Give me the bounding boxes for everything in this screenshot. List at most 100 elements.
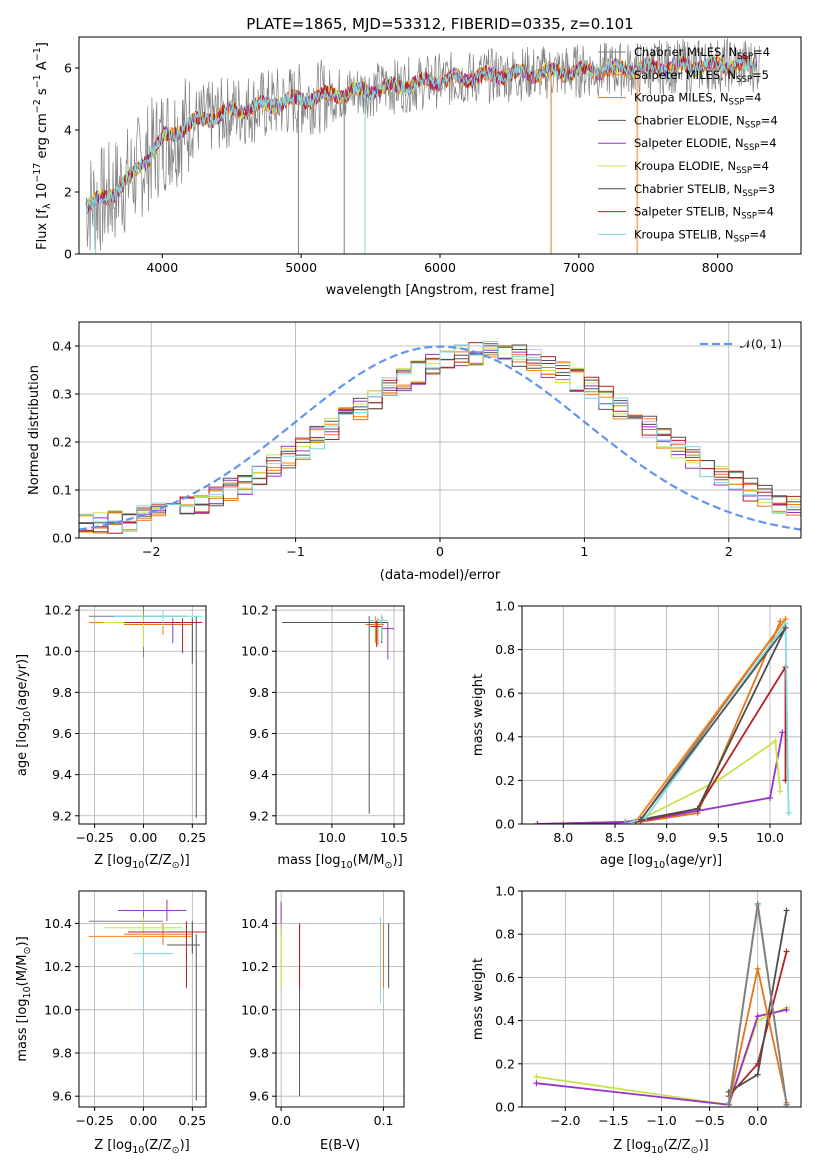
x-tick-label: 0.00 <box>130 830 158 845</box>
label-part: ⊙ <box>385 860 393 871</box>
plot-frame <box>521 605 802 825</box>
x-axis-label: mass [log10(M/M⊙)] <box>277 853 402 871</box>
label-part: )] <box>180 853 190 868</box>
x-tick-label: 0.00 <box>130 1113 158 1128</box>
y-axis-label: Normed distribution <box>27 365 42 495</box>
x-tick-label: 2 <box>725 544 733 559</box>
mass-weight-marker <box>694 805 701 812</box>
legend-entry: Chabrier ELODIE, NSSP=4 <box>634 113 778 130</box>
label-part: log <box>112 1138 132 1153</box>
panels: 4000 5000 6000 7000 8000 0 2 4 6 wavelength [Angs… <box>15 36 802 1156</box>
x-axis-label: E(B-V) <box>320 1138 360 1153</box>
normal-reference-curve <box>79 345 801 531</box>
y-tick-label: 10.0 <box>44 1002 72 1017</box>
legend-value: =4 <box>757 205 774 219</box>
y-tick-label: 0.0 <box>495 1100 515 1115</box>
legend-text: Kroupa MILES, N <box>634 91 729 105</box>
label-part: (Z/Z <box>144 1138 171 1153</box>
x-tick-label: −2.0 <box>550 1113 580 1128</box>
plot-frame <box>78 890 207 1108</box>
y-tick-label: 9.6 <box>249 1089 269 1104</box>
plot-frame <box>275 605 405 825</box>
plot-frame <box>275 890 405 1108</box>
x-tick-label: 9.5 <box>708 830 728 845</box>
label-part: Z [ <box>94 853 112 868</box>
label-part: log <box>321 853 341 868</box>
y-tick-label: 9.4 <box>249 767 269 782</box>
x-tick-label: 10.5 <box>380 830 408 845</box>
mass-weight-marker <box>715 777 722 784</box>
label-part: Flux [f <box>35 209 50 250</box>
mass-weight-marker <box>777 788 784 795</box>
label-part: (data-model)/error <box>380 568 501 583</box>
x-tick-label: 0.25 <box>178 830 206 845</box>
y-tick-label: 0.4 <box>495 729 515 744</box>
mass-weight-line <box>563 620 782 824</box>
legend-sub: SSP <box>729 98 745 108</box>
label-part: 10 <box>22 711 33 723</box>
legend-text: Kroupa ELODIE, N <box>634 159 736 173</box>
legend-entry: Salpeter ELODIE, NSSP=4 <box>634 136 777 153</box>
label-part: (age/yr)] <box>665 853 722 868</box>
mass-weight-marker <box>783 948 790 955</box>
panel-mass-vs-ebv: 0.0 0.1 9.6 9.8 10.0 10.2 10.4 E(B-V) <box>241 890 405 1153</box>
mass-weight-marker <box>754 1071 761 1078</box>
mass-weight-marker <box>783 1006 790 1013</box>
y-tick-label: 10.4 <box>241 916 269 931</box>
panel-mass-vs-Z: −0.25 0.00 0.259.69.810.010.210.4Z [log10(… <box>15 890 207 1156</box>
mass-weight-marker <box>637 816 644 823</box>
label-part: Normed distribution <box>27 365 42 495</box>
legend-text: Salpeter ELODIE, N <box>634 136 744 150</box>
legend-value: =3 <box>758 182 775 196</box>
x-tick-label: 0.25 <box>178 1113 206 1128</box>
label-part: E(B-V) <box>320 1138 360 1153</box>
x-axis-label: (data-model)/error <box>380 568 501 583</box>
plot-area <box>533 900 790 1107</box>
x-tick-label: −0.25 <box>75 1113 113 1128</box>
x-axis-label: wavelength [Angstrom, rest frame] <box>326 283 555 298</box>
label-part: A <box>35 61 50 74</box>
y-tick-label: 10.0 <box>44 644 72 659</box>
histogram-step-line <box>79 341 801 532</box>
legend-sub: SSP <box>736 75 752 85</box>
label-part: erg cm <box>35 113 50 162</box>
label-part: 10 <box>651 1145 663 1156</box>
legend-text: Chabrier STELIB, N <box>634 182 742 196</box>
x-tick-label: 8.5 <box>605 830 625 845</box>
label-part: s <box>35 88 50 99</box>
legend-text: Salpeter STELIB, N <box>634 205 741 219</box>
y-axis-label: mass [log10(M/M⊙)] <box>15 936 33 1061</box>
mass-weight-marker <box>643 814 649 821</box>
y-tick-label: 0.6 <box>495 686 515 701</box>
label-part: )] <box>393 853 403 868</box>
y-tick-label: 9.2 <box>249 808 269 823</box>
mass-weight-marker <box>785 810 792 817</box>
y-tick-label: 0.1 <box>52 483 72 498</box>
x-tick-label: 5000 <box>285 260 317 275</box>
legend-text: Chabrier MILES, N <box>634 45 737 59</box>
y-tick-label: 9.8 <box>52 685 72 700</box>
y-tick-label: 0.2 <box>495 1056 515 1071</box>
mass-weight-marker <box>533 1073 540 1080</box>
plot-area <box>88 606 203 818</box>
label-part: ⊙ <box>691 1145 699 1156</box>
y-tick-label: 9.2 <box>52 808 72 823</box>
label-part: Z [ <box>94 1138 112 1153</box>
label-part: (M/M <box>353 853 385 868</box>
label-part: )] <box>699 1138 709 1153</box>
x-axis-label: age [log10(age/yr)] <box>600 853 722 871</box>
label-part: (Z/Z <box>144 853 171 868</box>
y-axis-label: mass weight <box>471 958 486 1040</box>
legend-entry: 𝒩(0, 1) <box>740 337 782 351</box>
label-part: mass weight <box>471 674 486 756</box>
mass-weight-marker <box>782 624 789 631</box>
label-part: (Z/Z <box>663 1138 690 1153</box>
panel-spectrum: 4000 5000 6000 7000 8000 0 2 4 6 wavelength [Angs… <box>32 36 802 298</box>
y-tick-label: 4 <box>64 123 72 138</box>
legend-value: =4 <box>749 227 766 241</box>
legend-entry: Salpeter STELIB, NSSP=4 <box>634 205 774 222</box>
legend-value: =5 <box>752 68 769 82</box>
x-tick-label: −1 <box>286 544 304 559</box>
x-tick-label: 4000 <box>146 260 178 275</box>
mass-weight-marker <box>777 618 784 625</box>
